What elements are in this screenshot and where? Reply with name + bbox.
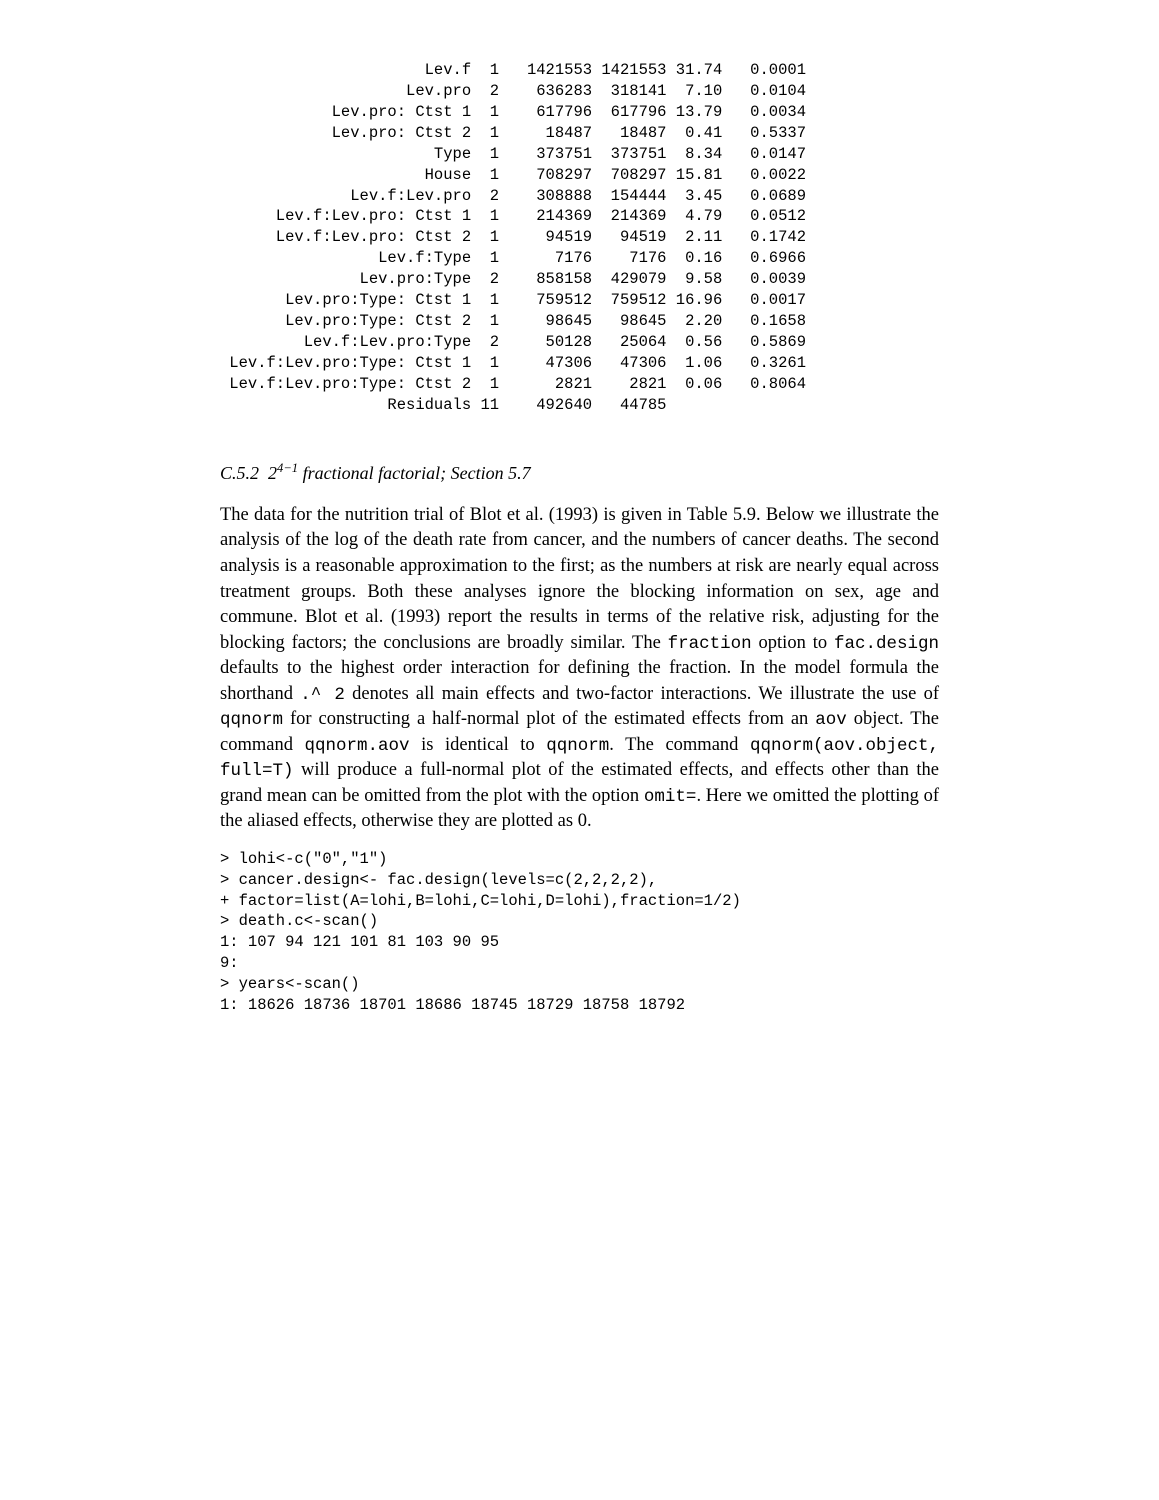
para-seg: . The command xyxy=(609,735,750,755)
section-title-rest: fractional factorial; Section 5.7 xyxy=(298,463,530,483)
section-exp: 24−1 xyxy=(268,463,298,483)
code-block: > lohi<-c("0","1") > cancer.design<- fac… xyxy=(220,849,939,1016)
para-seg: The data for the nutrition trial of Blot… xyxy=(220,505,939,653)
inline-code-qqnorm2: qqnorm xyxy=(546,736,609,756)
inline-code-qqnormaov: qqnorm.aov xyxy=(305,736,410,756)
section-number: C.5.2 xyxy=(220,463,259,483)
para-seg: option to xyxy=(752,633,834,653)
inline-code-fraction: fraction xyxy=(668,634,752,654)
anova-table: Lev.f 1 1421553 1421553 31.74 0.0001 Lev… xyxy=(220,60,939,416)
body-paragraph: The data for the nutrition trial of Blot… xyxy=(220,503,939,835)
inline-code-qqnorm: qqnorm xyxy=(220,710,283,730)
para-seg: is identical to xyxy=(410,735,547,755)
para-seg: for constructing a half-normal plot of t… xyxy=(283,709,815,729)
para-seg: denotes all main effects and two-factor … xyxy=(345,684,939,704)
inline-code-aov: aov xyxy=(815,710,847,730)
inline-code-facdesign: fac.design xyxy=(834,634,939,654)
inline-code-dotcaret: .^ 2 xyxy=(300,685,345,705)
inline-code-omit: omit= xyxy=(644,787,697,807)
section-heading: C.5.2 24−1 fractional factorial; Section… xyxy=(220,461,939,485)
